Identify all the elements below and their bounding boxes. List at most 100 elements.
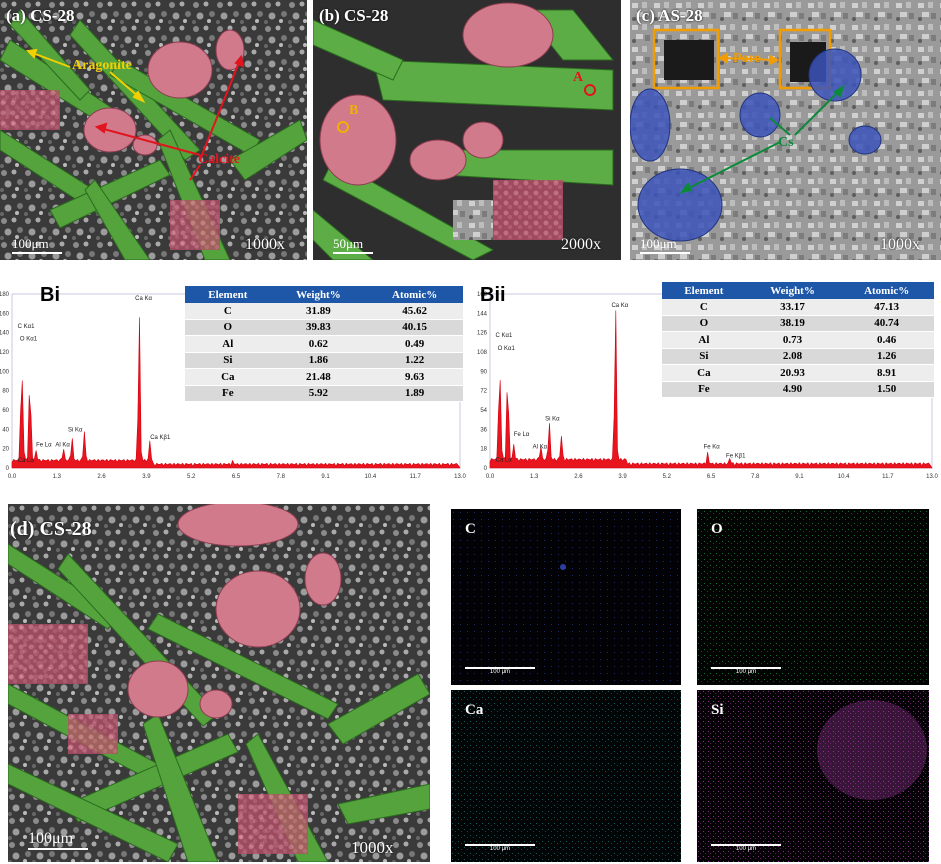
y-tick-label: 180 bbox=[0, 292, 10, 298]
peak-label: Ca Kα bbox=[611, 303, 628, 309]
table-row: C 33.17 47.13 bbox=[662, 299, 934, 316]
table-header-1: Weight% bbox=[270, 286, 367, 303]
map-si-label: Si bbox=[711, 702, 724, 718]
peak-label: C Kα1 bbox=[18, 324, 35, 330]
peak-label: Si Kα bbox=[545, 417, 560, 423]
table-cell: 8.91 bbox=[839, 364, 934, 382]
sem-panel-a: (a) CS-28 Aragonite Calcite 100μm 1000x bbox=[0, 0, 307, 260]
panel-c-label: (c) AS-28 bbox=[636, 6, 703, 25]
map-c-scale: 100 μm bbox=[465, 667, 535, 675]
panel-b-label: (b) CS-28 bbox=[319, 6, 389, 25]
x-tick-label: 13.0 bbox=[454, 474, 466, 480]
table-cell: 31.89 bbox=[270, 303, 367, 320]
point-b-label: B bbox=[349, 103, 359, 118]
y-tick-label: 20 bbox=[2, 447, 9, 453]
table-cell: 0.73 bbox=[745, 331, 840, 349]
table-row: O 39.83 40.15 bbox=[185, 319, 463, 336]
table-cell: 20.93 bbox=[745, 364, 840, 382]
panel-d-label: (d) CS-28 bbox=[10, 518, 92, 540]
x-tick-label: 1.3 bbox=[530, 474, 539, 480]
sem-image-d bbox=[8, 504, 430, 862]
table-cell: O bbox=[185, 319, 271, 336]
y-tick-label: 100 bbox=[0, 369, 10, 375]
x-tick-label: 11.7 bbox=[410, 474, 422, 480]
table-cell: Al bbox=[185, 335, 271, 353]
y-tick-label: 160 bbox=[0, 311, 10, 317]
table-cell: 47.13 bbox=[839, 299, 934, 316]
y-tick-label: 80 bbox=[2, 389, 9, 395]
x-tick-label: 0.0 bbox=[486, 474, 495, 480]
scale-bar-a: 100μm bbox=[12, 236, 62, 254]
point-a-label: A bbox=[573, 70, 584, 85]
magnification-c: 1000x bbox=[880, 236, 920, 253]
sem-panel-d: (d) CS-28 100μm 1000x bbox=[8, 504, 430, 862]
table-row: Si 2.08 1.26 bbox=[662, 348, 934, 365]
y-tick-label: 144 bbox=[477, 311, 488, 317]
peak-label: Fe Lα bbox=[514, 432, 530, 438]
table-cell: 0.46 bbox=[839, 331, 934, 349]
y-tick-label: 120 bbox=[0, 350, 10, 356]
table-header-0: Element bbox=[185, 286, 271, 303]
table-cell: C bbox=[662, 299, 746, 316]
map-ca-label: Ca bbox=[465, 702, 484, 718]
peak-label: Fe Lα bbox=[36, 443, 52, 449]
table-header-1: Weight% bbox=[745, 282, 840, 299]
composition-table-bii: Element Weight% Atomic% C 33.17 47.13 O 38.19 40… bbox=[662, 282, 934, 398]
x-tick-label: 2.6 bbox=[97, 474, 106, 480]
peak-label: Si Kα bbox=[68, 427, 83, 433]
y-tick-label: 0 bbox=[6, 466, 10, 472]
x-tick-label: 9.1 bbox=[795, 474, 804, 480]
calcite-label: Calcite bbox=[198, 152, 240, 167]
table-row: Fe 4.90 1.50 bbox=[662, 381, 934, 398]
table-row: Al 0.62 0.49 bbox=[185, 335, 463, 353]
element-map-si: Si 100 μm bbox=[697, 690, 929, 862]
eds-spectrum-bi: 180 160 140 120 100 80 60 40 20 0 0.0 1.3 2.6 3.9 5.2 6… bbox=[0, 276, 470, 490]
x-tick-label: 3.9 bbox=[142, 474, 151, 480]
table-row: Ca 20.93 8.91 bbox=[662, 364, 934, 382]
x-tick-label: 1.3 bbox=[53, 474, 62, 480]
x-tick-label: 7.8 bbox=[277, 474, 286, 480]
table-cell: 45.62 bbox=[366, 303, 463, 320]
x-tick-label: 13.0 bbox=[926, 474, 938, 480]
eds-spectrum-bii: 162 144 126 108 90 72 54 36 18 0 0.0 1.3 2.6 3.9 5.2 6.… bbox=[470, 276, 941, 490]
table-cell: 1.89 bbox=[366, 385, 463, 402]
y-tick-label: 40 bbox=[2, 427, 9, 433]
scale-bar-b: 50μm bbox=[333, 236, 373, 254]
table-cell: 0.62 bbox=[270, 335, 367, 353]
y-tick-label: 60 bbox=[2, 408, 9, 414]
sem-image-a bbox=[0, 0, 307, 260]
spectrum-trace bbox=[489, 310, 933, 469]
table-cell: 2.08 bbox=[745, 348, 840, 365]
x-tick-label: 10.4 bbox=[365, 474, 377, 480]
peak-label: Fe Kα bbox=[704, 445, 721, 451]
table-cell: 33.17 bbox=[745, 299, 840, 316]
sem-panel-b: (b) CS-28 A B 50μm 2000x bbox=[313, 0, 621, 260]
bi-tag: Bi bbox=[40, 284, 60, 306]
map-c-label: C bbox=[465, 521, 476, 537]
table-cell: C bbox=[185, 303, 271, 320]
table-cell: 39.83 bbox=[270, 319, 367, 336]
peak-label: C Kα1 bbox=[496, 333, 513, 339]
table-cell: Si bbox=[662, 348, 746, 365]
map-ca-scale: 100 μm bbox=[465, 844, 535, 852]
y-tick-label: 126 bbox=[477, 331, 488, 337]
composition-table-bi: Element Weight% Atomic% C 31.89 45.62 O 39.83 40… bbox=[185, 286, 463, 402]
y-tick-label: 140 bbox=[0, 331, 10, 337]
peak-label: Al Kα bbox=[533, 445, 548, 451]
peak-label: Ca Kβ1 bbox=[150, 435, 171, 441]
table-header-0: Element bbox=[662, 282, 746, 299]
table-row: Al 0.73 0.46 bbox=[662, 331, 934, 349]
magnification-a: 1000x bbox=[245, 236, 285, 253]
table-cell: Ca bbox=[662, 364, 746, 382]
table-header-2: Atomic% bbox=[366, 286, 463, 303]
x-tick-label: 10.4 bbox=[838, 474, 850, 480]
y-tick-label: 72 bbox=[480, 389, 487, 395]
y-tick-label: 54 bbox=[480, 408, 487, 414]
table-cell: Fe bbox=[185, 385, 271, 402]
x-tick-label: 11.7 bbox=[882, 474, 894, 480]
table-cell: 1.86 bbox=[270, 352, 367, 369]
table-row: O 38.19 40.74 bbox=[662, 315, 934, 332]
map-si-scale: 100 μm bbox=[711, 844, 781, 852]
y-tick-label: 90 bbox=[480, 369, 487, 375]
peak-label: Ca Kα bbox=[135, 296, 152, 302]
